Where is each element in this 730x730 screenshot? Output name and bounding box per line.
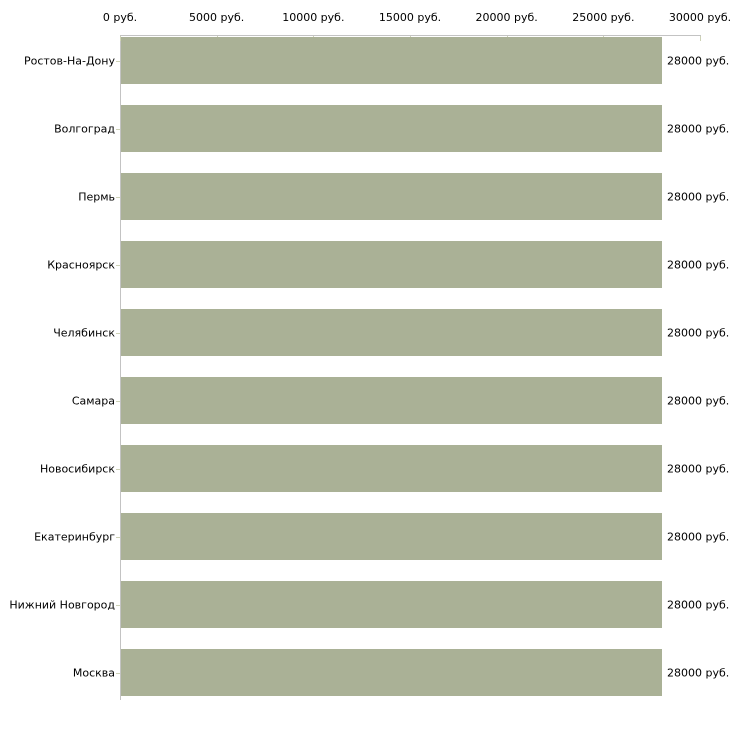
category-tick-mark xyxy=(116,469,120,470)
value-label: 28000 руб. xyxy=(667,598,730,611)
value-label: 28000 руб. xyxy=(667,530,730,543)
category-tick-mark xyxy=(116,333,120,334)
x-tick-label: 10000 руб. xyxy=(282,11,345,24)
x-tick-mark xyxy=(700,36,701,41)
bar-10 xyxy=(121,649,662,696)
category-label: Новосибирск xyxy=(39,462,115,475)
x-tick-label: 30000 руб. xyxy=(668,11,730,24)
category-tick-mark xyxy=(116,605,120,606)
value-label: 28000 руб. xyxy=(667,462,730,475)
category-tick-mark xyxy=(116,129,120,130)
category-label: Екатеринбург xyxy=(34,530,115,543)
category-label: Москва xyxy=(72,666,115,679)
value-label: 28000 руб. xyxy=(667,54,730,67)
category-label: Самара xyxy=(71,394,115,407)
category-label: Ростов-На-Дону xyxy=(23,54,115,67)
y-axis-line xyxy=(120,35,121,700)
bar-6 xyxy=(121,377,662,424)
bar-4 xyxy=(121,241,662,288)
category-label: Красноярск xyxy=(47,258,115,271)
x-tick-label: 5000 руб. xyxy=(189,11,245,24)
bar-1 xyxy=(121,37,662,84)
category-label: Челябинск xyxy=(53,326,115,339)
value-label: 28000 руб. xyxy=(667,122,730,135)
category-tick-mark xyxy=(116,197,120,198)
category-label: Нижний Новгород xyxy=(9,598,115,611)
x-tick-mark xyxy=(120,36,121,41)
x-tick-label: 15000 руб. xyxy=(378,11,442,24)
x-tick-label: 25000 руб. xyxy=(572,11,635,24)
bar-5 xyxy=(121,309,662,356)
category-tick-mark xyxy=(116,61,120,62)
x-tick-label: 0 руб. xyxy=(102,11,138,24)
value-label: 28000 руб. xyxy=(667,394,730,407)
bar-8 xyxy=(121,513,662,560)
x-axis-line xyxy=(120,35,701,36)
category-tick-mark xyxy=(116,673,120,674)
bar-7 xyxy=(121,445,662,492)
bar-2 xyxy=(121,105,662,152)
value-label: 28000 руб. xyxy=(667,258,730,271)
bar-9 xyxy=(121,581,662,628)
value-label: 28000 руб. xyxy=(667,326,730,339)
category-label: Пермь xyxy=(78,190,115,203)
category-label: Волгоград xyxy=(54,122,115,135)
x-tick-label: 20000 руб. xyxy=(475,11,538,24)
category-tick-mark xyxy=(116,537,120,538)
category-tick-mark xyxy=(116,401,120,402)
value-label: 28000 руб. xyxy=(667,666,730,679)
value-label: 28000 руб. xyxy=(667,190,730,203)
category-tick-mark xyxy=(116,265,120,266)
bar-3 xyxy=(121,173,662,220)
